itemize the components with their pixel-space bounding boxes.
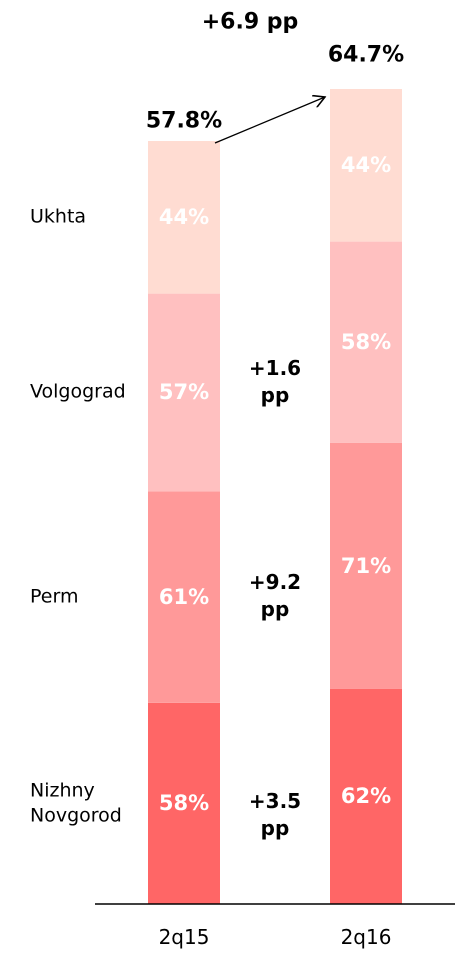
bar-segment bbox=[330, 688, 402, 904]
change-annotation: +9.2 pp bbox=[248, 570, 302, 622]
value-label: 58% bbox=[158, 791, 210, 816]
bar-segment bbox=[330, 89, 402, 242]
value-label: 61% bbox=[158, 585, 210, 610]
bar-segment bbox=[148, 491, 220, 703]
x-tick-label: 2q15 bbox=[158, 925, 210, 949]
value-label: 62% bbox=[340, 784, 392, 809]
x-tick-label: 2q16 bbox=[340, 925, 392, 949]
legend-label: Perm bbox=[30, 585, 79, 608]
change-annotation: +3.5 pp bbox=[248, 788, 302, 840]
legend-label: Nizhny Novgorod bbox=[30, 779, 122, 827]
bar-segment bbox=[330, 442, 402, 689]
bar-segment bbox=[330, 241, 402, 443]
change-annotation: +1.6 pp bbox=[248, 356, 302, 408]
total-label: 64.7% bbox=[327, 42, 405, 68]
legend-label: Ukhta bbox=[30, 205, 87, 228]
bar-segment bbox=[148, 293, 220, 492]
total-label: 57.8% bbox=[145, 108, 223, 134]
legend-label: Volgograd bbox=[30, 381, 126, 404]
value-label: 44% bbox=[340, 153, 392, 178]
total-change: +6.9 pp bbox=[201, 9, 299, 35]
value-label: 71% bbox=[340, 553, 392, 578]
value-label: 44% bbox=[158, 205, 210, 230]
bar-segment bbox=[148, 702, 220, 904]
value-label: 58% bbox=[340, 330, 392, 355]
arrow bbox=[214, 97, 325, 144]
value-label: 57% bbox=[158, 380, 210, 405]
bar-segment bbox=[148, 141, 220, 294]
